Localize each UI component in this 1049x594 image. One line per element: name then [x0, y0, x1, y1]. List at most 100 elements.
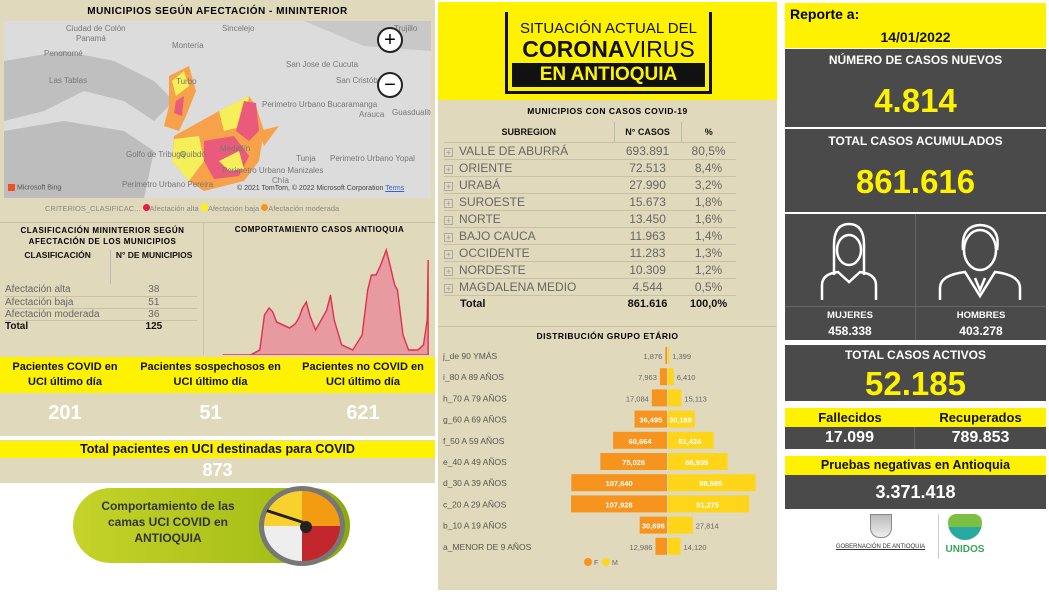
- negative-tests-label: Pruebas negativas en Antioquia: [785, 456, 1046, 475]
- table-row[interactable]: + BAJO CAUCA 11.963 1,4%: [444, 227, 736, 245]
- bar-m-label: 6,410: [677, 373, 696, 382]
- divider: [438, 326, 777, 327]
- uci-no-covid-value: 621: [346, 402, 380, 424]
- bar-f[interactable]: [639, 516, 667, 534]
- svg-text:Chía: Chía: [272, 176, 289, 185]
- col-subregion[interactable]: SUBREGION: [444, 122, 614, 143]
- subregions-table: SUBREGION N° CASOS% + VALLE DE ABURRÁ 693.8…: [444, 122, 736, 312]
- table-row[interactable]: + SUROESTE 15.673 1,8%: [444, 193, 736, 211]
- col-pct[interactable]: %: [681, 122, 736, 143]
- table-row: Afectación alta 38: [5, 284, 197, 297]
- expand-icon[interactable]: +: [444, 266, 453, 276]
- legend-m-marker[interactable]: [602, 558, 610, 566]
- col-casos[interactable]: N° CASOS: [613, 122, 682, 143]
- svg-text:Trujillo: Trujillo: [394, 24, 418, 33]
- bar-m[interactable]: [668, 516, 693, 534]
- table-row[interactable]: + NORTE 13.450 1,6%: [444, 210, 736, 228]
- expand-icon[interactable]: +: [444, 164, 453, 174]
- trend-area-chart: [222, 247, 429, 355]
- subregion-name: URABÁ: [459, 177, 501, 192]
- bar-f[interactable]: [651, 389, 667, 407]
- terms-link[interactable]: Terms: [385, 185, 405, 192]
- legend-item-alta[interactable]: Afectación alta: [142, 204, 199, 213]
- svg-text:Arauca: Arauca: [359, 110, 385, 119]
- bar-f-label: 36,495: [639, 416, 662, 425]
- age-category-label: b_10 A 19 AÑOS: [443, 521, 507, 531]
- bar-f[interactable]: [655, 537, 667, 555]
- bar-m[interactable]: [668, 347, 670, 364]
- expand-icon[interactable]: +: [444, 215, 453, 225]
- subregion-cases: 10.309: [614, 261, 682, 279]
- expand-icon[interactable]: +: [444, 147, 453, 157]
- bar-m-label: 27,814: [696, 522, 719, 531]
- bar-m[interactable]: [668, 410, 695, 428]
- subregion-name: NORTE: [459, 211, 501, 226]
- table-row[interactable]: + NORDESTE 10.309 1,2%: [444, 261, 736, 279]
- legend-item-moderada[interactable]: Afectación moderada: [261, 204, 339, 213]
- bar-f[interactable]: [634, 410, 667, 428]
- banner-virus: VIRUS: [624, 36, 695, 62]
- legend-f-marker[interactable]: [584, 558, 592, 566]
- age-category-label: f_50 A 59 AÑOS: [443, 436, 505, 446]
- bar-m[interactable]: [668, 389, 682, 407]
- zoom-in-button[interactable]: +: [377, 27, 403, 53]
- bar-f[interactable]: [571, 474, 667, 492]
- bar-f[interactable]: [600, 453, 667, 470]
- expand-icon[interactable]: +: [444, 232, 453, 242]
- camas-uci-button[interactable]: Comportamiento de las camas UCI COVID en…: [73, 486, 350, 566]
- svg-text:Montería: Montería: [172, 41, 204, 50]
- expand-icon[interactable]: +: [444, 198, 453, 208]
- table-row[interactable]: + OCCIDENTE 11.283 1,3%: [444, 244, 736, 262]
- svg-text:San Cristób: San Cristób: [336, 76, 378, 85]
- zoom-out-button[interactable]: −: [377, 72, 403, 98]
- bar-m[interactable]: [668, 474, 756, 492]
- bar-f[interactable]: [659, 368, 667, 386]
- banner-line3: EN ANTIOQUIA: [512, 63, 705, 87]
- banner-line1: SITUACIÓN ACTUAL DEL: [520, 20, 697, 37]
- women-value: 458.338: [828, 324, 872, 338]
- bar-f-label: 60,664: [629, 437, 653, 446]
- bar-f[interactable]: [665, 347, 667, 364]
- svg-text:Medellín: Medellín: [220, 144, 250, 153]
- bar-m[interactable]: [668, 495, 750, 513]
- bar-m[interactable]: [668, 537, 681, 555]
- bar-f[interactable]: [613, 431, 667, 449]
- subregion-name: BAJO CAUCA: [459, 228, 536, 243]
- bar-m[interactable]: [668, 368, 674, 386]
- table-row[interactable]: + VALLE DE ABURRÁ 693.891 80,5%: [444, 142, 736, 160]
- uci-no-covid-label: Pacientes no COVID en UCI último día: [302, 361, 424, 388]
- age-chart-title: DISTRIBUCIÓN GRUPO ETÁRIO: [536, 331, 679, 341]
- report-date: 14/01/2022: [880, 29, 951, 45]
- subregion-cases: 693.891: [614, 142, 682, 160]
- copyright-text: © 2021 TomTom, © 2022 Microsoft Corporat…: [237, 185, 384, 192]
- bar-m[interactable]: [668, 453, 728, 470]
- svg-text:Panamá: Panamá: [76, 34, 106, 43]
- new-cases-card: [785, 49, 1046, 127]
- map[interactable]: Ciudad de Colón Panamá Penonomé Las Tablas…: [4, 21, 431, 198]
- bar-m-label: 91,275: [696, 500, 719, 509]
- trend-title: COMPORTAMIENTO CASOS ANTIOQUIA: [234, 225, 405, 234]
- active-cases-value: 52.185: [865, 365, 966, 402]
- bar-m[interactable]: [668, 431, 714, 449]
- subregion-pct: 1,8%: [681, 193, 736, 211]
- total-cases-value: 861.616: [855, 163, 976, 200]
- bar-m-label: 98,595: [699, 479, 722, 488]
- svg-text:Perimetro Urbano Manizales: Perimetro Urbano Manizales: [222, 166, 323, 175]
- age-category-label: i_80 A 89 AÑOS: [443, 372, 504, 382]
- table-row[interactable]: + URABÁ 27.990 3,2%: [444, 176, 736, 194]
- table-row[interactable]: + MAGDALENA MEDIO 4.544 0,5%: [444, 278, 736, 296]
- table-row[interactable]: + ORIENTE 72.513 8,4%: [444, 159, 736, 177]
- age-category-label: g_60 A 69 AÑOS: [443, 415, 507, 425]
- expand-icon[interactable]: +: [444, 181, 453, 191]
- bar-f[interactable]: [571, 495, 667, 513]
- age-category-label: j_de 90 YMÁS: [442, 351, 498, 361]
- expand-icon[interactable]: +: [444, 249, 453, 259]
- classification-table: CLASIFICACIÓN N° DE MUNICIPIOS Afectación…: [5, 250, 197, 332]
- age-category-label: d_30 A 39 AÑOS: [443, 478, 507, 488]
- legend-item-baja[interactable]: Afectación baja: [200, 204, 259, 213]
- subregions-title: MUNICIPIOS CON CASOS COVID-19: [527, 106, 688, 116]
- svg-text:Perimetro Urbano Yopal: Perimetro Urbano Yopal: [330, 154, 415, 163]
- expand-icon[interactable]: +: [444, 283, 453, 293]
- table-total-row: Total 861.616 100,0%: [460, 297, 728, 310]
- svg-text:Tunja: Tunja: [296, 154, 316, 163]
